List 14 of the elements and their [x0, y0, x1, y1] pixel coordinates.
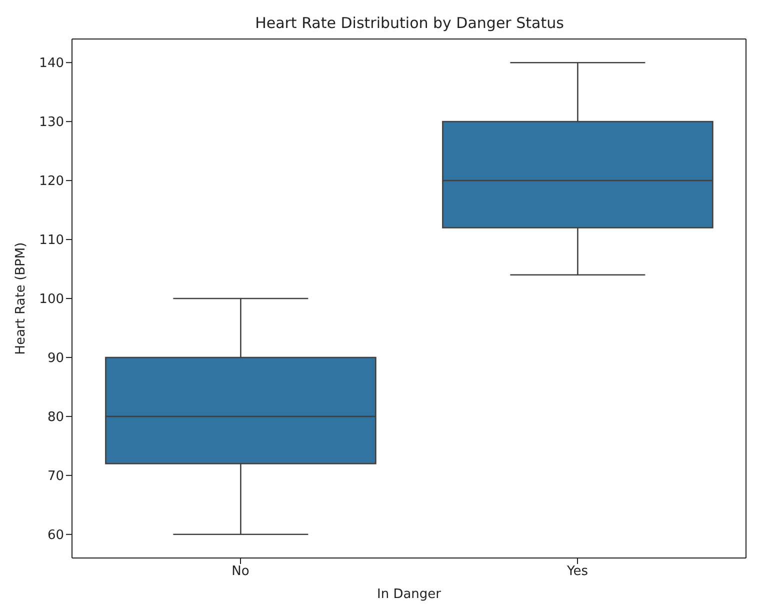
y-tick-label: 110 [39, 233, 64, 248]
x-tick-label: Yes [566, 564, 588, 580]
x-tick-label: No [232, 564, 250, 580]
y-tick-label: 130 [39, 115, 64, 130]
y-tick-label: 60 [47, 528, 64, 544]
y-tick-label: 140 [39, 56, 64, 72]
y-tick-label: 120 [39, 174, 64, 190]
y-tick-label: 70 [47, 469, 64, 484]
y-tick-label: 80 [47, 410, 64, 426]
y-tick-label: 100 [39, 292, 64, 308]
y-tick-label: 90 [47, 351, 64, 366]
chart-title: Heart Rate Distribution by Danger Status [254, 14, 565, 32]
x-axis-title: In Danger [376, 587, 442, 602]
y-axis-title: Heart Rate (BPM) [14, 242, 29, 355]
